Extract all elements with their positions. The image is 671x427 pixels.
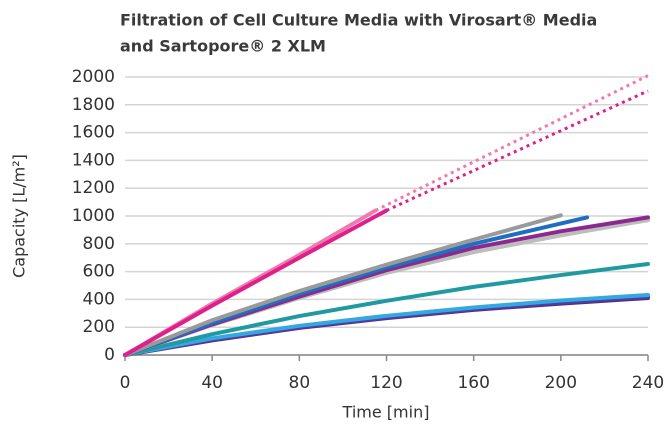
y-axis-label: Capacity [L/m²] <box>10 154 29 278</box>
y-tick-label: 1400 <box>72 150 115 170</box>
y-tick-label: 1000 <box>72 206 115 226</box>
series-line <box>123 213 563 357</box>
y-tick-label: 400 <box>83 289 115 309</box>
series-line <box>123 208 389 357</box>
series-line <box>123 215 589 357</box>
x-tick-label: 80 <box>289 373 311 393</box>
y-tick-label: 0 <box>104 345 115 365</box>
chart-title: and Sartopore® 2 XLM <box>120 37 326 56</box>
x-tick-label: 40 <box>201 373 223 393</box>
x-tick-label: 120 <box>370 373 402 393</box>
y-tick-label: 1200 <box>72 178 115 198</box>
x-tick-label: 160 <box>457 373 489 393</box>
y-tick-label: 600 <box>83 262 115 282</box>
x-axis-label: Time [min] <box>342 403 430 422</box>
chart-title: Filtration of Cell Culture Media with Vi… <box>120 11 597 30</box>
y-tick-label: 1800 <box>72 95 115 115</box>
series-line <box>123 292 650 357</box>
y-tick-label: 800 <box>83 234 115 254</box>
series-line <box>123 261 650 357</box>
x-tick-label: 240 <box>632 373 664 393</box>
y-tick-label: 1600 <box>72 123 115 143</box>
x-tick-label: 200 <box>545 373 577 393</box>
series-line <box>385 89 649 212</box>
y-tick-label: 200 <box>83 317 115 337</box>
y-tick-label: 2000 <box>72 67 115 87</box>
x-tick-label: 0 <box>120 373 131 393</box>
series-line <box>374 74 649 212</box>
